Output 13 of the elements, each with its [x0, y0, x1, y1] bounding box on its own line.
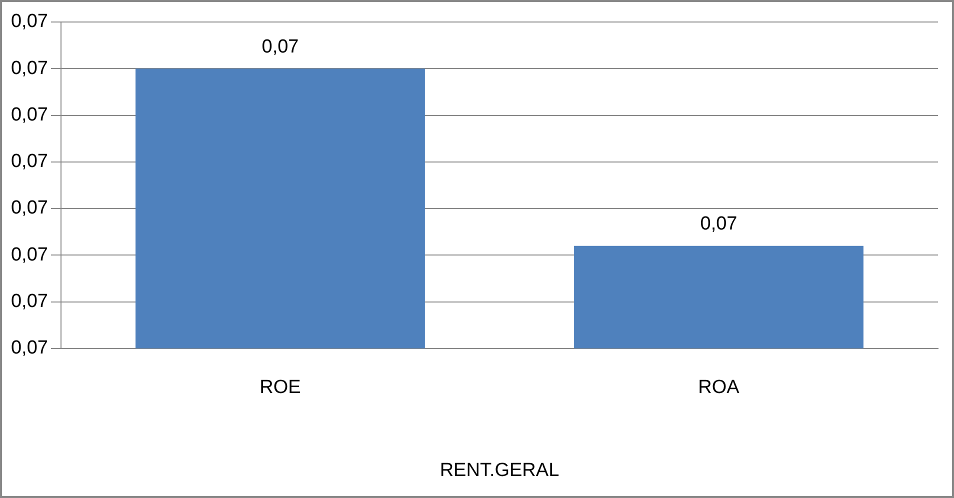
data-label: 0,07: [262, 36, 299, 58]
x-axis-title: RENT.GERAL: [440, 460, 560, 481]
y-tick-label: 0,07: [10, 338, 48, 359]
y-tick-label: 0,07: [10, 291, 48, 312]
data-label: 0,07: [700, 214, 738, 235]
x-tick-label: ROE: [260, 377, 301, 398]
x-tick-label: ROA: [698, 377, 740, 398]
y-tick-label: 0,07: [10, 58, 48, 79]
y-tick-label: 0,07: [10, 11, 48, 32]
y-tick-label: 0,07: [10, 151, 48, 172]
y-tick-label: 0,07: [10, 104, 48, 126]
y-tick-label: 0,07: [10, 244, 48, 266]
y-tick-label: 0,07: [10, 198, 48, 219]
